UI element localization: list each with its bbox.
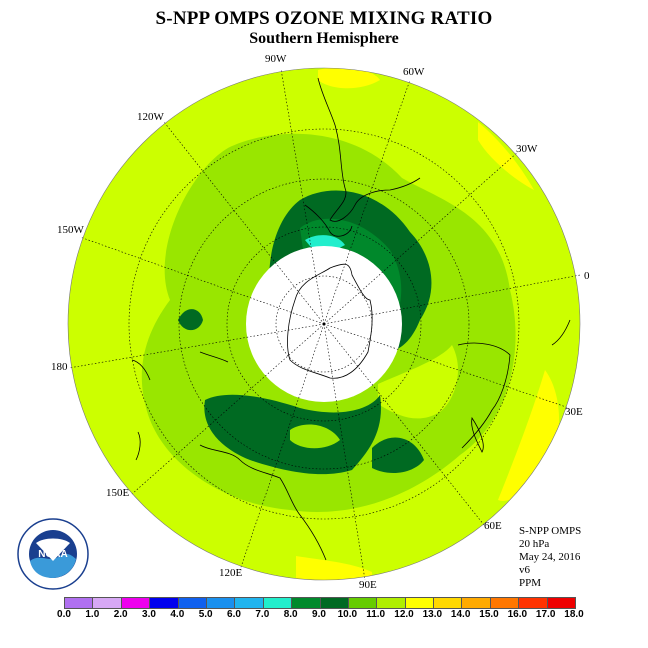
colorbar: 0.0 1.0 2.0 3.0 4.0 5.0 6.0 7.0 8.0 9.0 10.0 11.0 12…: [57, 597, 584, 620]
lon-label: 0: [584, 270, 590, 282]
instrument-label: S-NPP OMPS: [519, 525, 582, 537]
colorbar-tick-label: 1.0: [85, 609, 100, 620]
colorbar-cell: [93, 598, 122, 608]
lon-label: 90E: [359, 579, 377, 591]
colorbar-cell: [547, 598, 576, 608]
map-title: S-NPP OMPS OZONE MIXING RATIO: [155, 8, 493, 29]
longitude-labels: 90W 60W 30W 0 30E 60E 90E 120E 150E 180 …: [51, 53, 590, 591]
ozone-patch-12-13: [296, 556, 372, 580]
colorbar-cell: [178, 598, 207, 608]
noaa-logo-text: NOAA: [38, 549, 67, 560]
colorbar-tick-label: 10.0: [337, 609, 358, 620]
colorbar-cell: [462, 598, 491, 608]
colorbar-tick-label: 3.0: [142, 609, 156, 620]
colorbar-cell: [121, 598, 151, 608]
graticule: [68, 68, 581, 581]
colorbar-tick-label: 2.0: [113, 609, 128, 620]
colorbar-tick-label: 12.0: [394, 609, 414, 620]
ozone-patch-12-13: [478, 122, 534, 190]
colorbar-cell: [235, 598, 264, 608]
lon-label: 150E: [106, 487, 130, 499]
lon-label: 60E: [484, 520, 502, 532]
colorbar-tick-label: 5.0: [198, 609, 213, 620]
colorbar-tick-label: 17.0: [535, 609, 556, 620]
lon-label: 30E: [565, 406, 583, 418]
colorbar-cell: [519, 598, 548, 608]
colorbar-tick-label: 7.0: [255, 609, 270, 620]
noaa-logo: NOAA: [17, 518, 89, 590]
colorbar-tick-label: 9.0: [312, 609, 326, 620]
colorbar-cell: [434, 598, 463, 608]
lon-label: 120W: [137, 111, 165, 123]
colorbar-tick-label: 0.0: [57, 609, 71, 620]
colorbar-tick-label: 4.0: [170, 609, 185, 620]
colorbar-cells: [64, 597, 576, 609]
lon-label: 60W: [403, 66, 425, 78]
colorbar-tick-label: 11.0: [366, 609, 386, 620]
colorbar-tick-label: 14.0: [450, 609, 471, 620]
colorbar-tick-label: 6.0: [227, 609, 241, 620]
ozone-band-9-10: [178, 309, 203, 331]
colorbar-cell: [320, 598, 349, 608]
colorbar-cell: [206, 598, 236, 608]
south-pole-marker: [322, 322, 326, 326]
ozone-field-inner: [378, 345, 459, 419]
lon-label: 180: [51, 361, 68, 373]
colorbar-tick-label: 18.0: [564, 609, 584, 620]
version-label: v6: [519, 564, 530, 576]
info-block: S-NPP OMPS 20 hPa May 24, 2016 v6 PPM: [519, 525, 581, 590]
units-label: PPM: [519, 577, 542, 589]
lon-label: 30W: [516, 143, 538, 155]
ozone-patch-12-13: [318, 68, 380, 89]
colorbar-cell: [405, 598, 435, 608]
colorbar-cell: [150, 598, 179, 608]
colorbar-cell: [377, 598, 406, 608]
colorbar-tick-label: 15.0: [479, 609, 499, 620]
colorbar-tick-label: 8.0: [283, 609, 298, 620]
pressure-level: 20 hPa: [519, 538, 550, 550]
lon-label: 120E: [219, 567, 243, 579]
colorbar-cell: [348, 598, 378, 608]
lon-label: 150W: [57, 224, 85, 236]
coastlines: [131, 77, 571, 561]
colorbar-cell: [490, 598, 520, 608]
colorbar-cell: [65, 598, 94, 608]
ozone-band-9-10: [372, 437, 424, 474]
colorbar-cell: [263, 598, 293, 608]
colorbar-cell: [292, 598, 321, 608]
map-border: [67, 67, 581, 581]
date-label: May 24, 2016: [519, 551, 581, 563]
colorbar-tick-label: 16.0: [507, 609, 528, 620]
colorbar-ticks: 0.0 1.0 2.0 3.0 4.0 5.0 6.0 7.0 8.0 9.0 10.0 11.0 12…: [57, 609, 584, 623]
map-subtitle: Southern Hemisphere: [249, 30, 399, 47]
lon-label: 90W: [265, 53, 287, 65]
ozone-band-10-11: [290, 424, 340, 449]
colorbar-tick-label: 13.0: [422, 609, 443, 620]
